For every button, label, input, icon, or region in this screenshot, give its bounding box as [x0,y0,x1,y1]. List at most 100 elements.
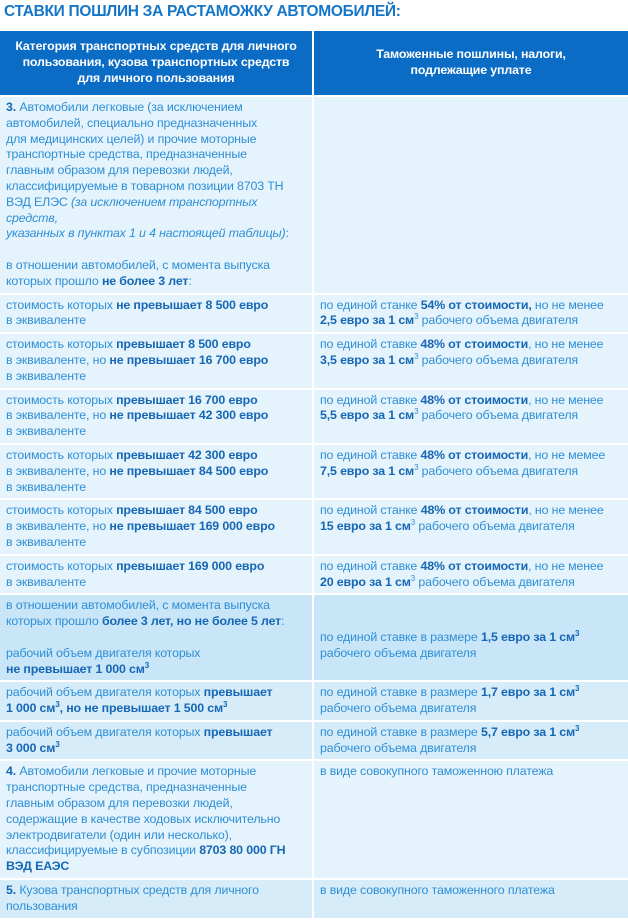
text-segment: по единой ставке в размере [320,724,481,739]
customs-duty-table: Категория транспортных средств для лично… [0,31,628,920]
text-segment: 48% от стоимости [420,503,529,518]
category-cell: стоимость которых превышает 169 000 евро… [0,554,314,596]
text-segment: 48% от стоимости [420,392,529,407]
text-segment: , но не менее [528,392,604,407]
text-segment: 15 евро за 1 см [320,519,411,534]
text-segment: 3 [223,699,228,709]
text-segment: в виде совокупного таможенною платежа [320,764,554,779]
text-segment: в эквиваленте [6,424,87,439]
text-segment: (за исключением транспортных средств, ук… [6,194,286,241]
text-segment: не превышает 84 500 евро [109,463,269,478]
table-row: стоимость которых не превышает 8 500 евр… [0,293,628,335]
text-segment: в отношении автомобилей, с момента выпус… [6,598,270,629]
text-segment: 5. [6,883,17,898]
duty-cell: по единой ставке в размере 1,7 евро за 1… [313,681,628,722]
duty-cell: в виде совокупного таможенною платежа [313,760,628,881]
text-segment: 3 [144,660,150,670]
table-row: 5. Кузова транспортных средств для лично… [0,879,628,920]
text-segment: 48% от стоимости [420,447,529,462]
text-segment: 7,5 евро за 1 см [320,463,415,478]
table-row: рабочий объем двигателя которых превышае… [0,720,628,762]
duty-cell: по единой ставке 48% от стоимости, но не… [313,554,628,596]
text-segment: рабочего объема двигателя [320,740,477,755]
text-segment: в эквиваленте [6,534,87,549]
text-segment: стоимость которых [6,392,117,407]
text-segment: рабочий объем двигателя которых [6,685,204,700]
text-segment: 3. [6,100,17,114]
table-row: рабочий объем двигателя которых превышае… [0,681,628,722]
text-segment: 3 [575,628,580,638]
text-segment: : в отношении автомобилей, с момента вып… [6,226,289,288]
text-segment: : рабочий объем двигателя которых [6,614,285,660]
text-segment: в эквиваленте [6,574,87,589]
text-segment: : [188,273,192,288]
text-segment: 48% от стоимости [420,337,529,352]
table-row: 4. Автомобили легковые и прочие моторные… [0,760,628,881]
category-cell: стоимость которых превышает 8 500 евро в… [0,333,314,390]
table-row: стоимость которых превышает 84 500 евро … [0,499,628,556]
text-segment: стоимость которых [6,503,117,518]
category-cell: 3. Автомобили легковые (за исключением а… [0,96,314,295]
table-row: стоимость которых превышает 16 700 евро … [0,388,628,445]
text-segment: 3 [414,312,419,322]
text-segment: рабочего объема двигателя [418,313,578,328]
text-segment: стоимость которых [6,558,117,573]
header-duties: Таможенные пошлины, налоги, подлежащие у… [313,31,628,97]
text-segment: рабочего объема двигателя [418,408,578,423]
category-cell: стоимость которых превышает 84 500 евро … [0,499,314,556]
text-segment: , но не превышает 1 500 см [59,701,224,716]
table-row: в отношении автомобилей, с момента выпус… [0,594,628,683]
text-segment: по единой ставке [320,558,421,573]
text-segment: превышает 169 000 евро [116,558,265,573]
text-segment: в эквиваленте, но [6,463,107,478]
text-segment: превышает 16 700 евро [116,392,258,407]
text-segment: 1,5 евро за 1 см [480,629,576,644]
category-cell: стоимость которых не превышает 8 500 евр… [0,293,314,335]
text-segment: превышает 42 300 евро [116,447,258,462]
duty-cell: по единой ставке в размере 5,7 евро за 1… [313,720,628,762]
text-segment: рабочего объема двигателя [320,701,477,716]
duty-cell: по единой ставке 48% от стоимости, но не… [313,388,628,445]
category-cell: в отношении автомобилей, с момента выпус… [0,594,314,683]
text-segment: 3 [410,518,416,527]
table-row: 3. Автомобили легковые (за исключением а… [0,96,628,295]
category-cell: 5. Кузова транспортных средств для лично… [0,879,314,920]
text-segment: превышает 3 000 см [6,724,273,755]
text-segment: 5,5 евро за 1 см [320,408,415,423]
text-segment: более 3 лет, но не более 5 лет [101,614,282,629]
duty-cell: по единой станке 54% от стоимости, но не… [313,293,628,335]
table-header: Категория транспортных средств для лично… [0,31,628,97]
duty-cell: по единой станке 48% от стоимости, но не… [313,499,628,556]
text-segment: в эквиваленте [6,479,87,494]
text-segment: Кузова транспортных средств для личного … [6,883,259,913]
duty-cell: по единой ставке 48% от стоимости, но не… [313,333,628,390]
text-segment: , но не менее [528,503,604,518]
text-segment: , но не менее [528,337,604,352]
duty-cell: по единой ставке в размере 1,5 евро за 1… [313,594,628,683]
text-segment: Автомобили легковые (за исключением авто… [6,100,284,209]
text-segment: рабочего объема двигателя [320,645,477,660]
text-segment: 1,7 евро за 1 см [480,685,576,700]
text-segment: превышает 1 000 см [6,685,273,716]
text-segment: в эквиваленте, но [6,352,107,367]
text-segment: рабочего объема двигателя [415,519,575,534]
text-segment: рабочего объема двигателя [418,463,578,478]
text-segment: в эквиваленте, но [6,408,107,423]
text-segment: стоимость которых [6,447,117,462]
category-cell: стоимость которых превышает 42 300 евро … [0,443,314,501]
text-segment: стоимость которых [6,337,117,352]
text-segment: стоимость которых [6,297,117,312]
duty-cell: в виде совокупного таможенного платежа [313,879,628,920]
page-title: СТАВКИ ПОШЛИН ЗА РАСТАМОЖКУ АВТОМОБИЛЕЙ: [4,3,401,20]
text-segment: по единой станке [320,297,421,312]
text-segment: , но не менее [528,558,604,573]
text-segment: превышает 84 500 евро [116,503,258,518]
text-segment: 48% от стоимости [420,558,529,573]
category-cell: стоимость которых превышает 16 700 евро … [0,388,314,445]
category-cell: рабочий объем двигателя которых превышае… [0,720,314,762]
text-segment: рабочего объема двигателя [415,574,575,589]
duty-cell [313,96,628,295]
text-segment: , но не мемее [528,447,606,462]
text-segment: 54% от стоимости, [420,297,532,312]
text-segment: в эквиваленте [6,313,87,328]
